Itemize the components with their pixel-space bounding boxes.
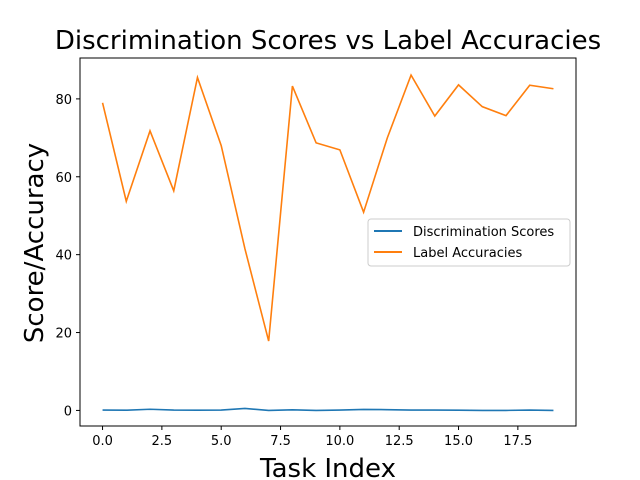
y-tick-label: 60 xyxy=(55,171,72,186)
x-tick-label: 17.5 xyxy=(503,434,532,449)
series-line-label-accuracies xyxy=(101,73,554,342)
y-tick-label: 0 xyxy=(64,404,72,419)
x-tick-label: 0.0 xyxy=(92,434,113,449)
x-tick-label: 2.5 xyxy=(152,434,173,449)
legend-label-label-accuracies: Label Accuracies xyxy=(413,246,522,261)
x-tick-label: 10.0 xyxy=(325,434,354,449)
y-axis-label: Score/Accuracy xyxy=(20,143,50,343)
x-tick-label: 7.5 xyxy=(270,434,291,449)
plot-frame xyxy=(79,57,577,427)
x-axis-label: Task Index xyxy=(259,454,396,480)
plot-area xyxy=(101,73,554,412)
x-tick-label: 5.0 xyxy=(211,434,232,449)
legend-box xyxy=(367,218,571,267)
y-tick-label: 80 xyxy=(55,93,72,108)
legend: Discrimination Scores Label Accuracies xyxy=(367,218,571,267)
axis-ticks: 0.0 2.5 5.0 7.5 10.0 12.5 15.0 17.5 0 20 40 60 80 xyxy=(55,93,532,449)
y-tick-label: 40 xyxy=(55,249,72,264)
chart-title: Discrimination Scores vs Label Accuracie… xyxy=(55,26,601,56)
series-line-discrimination-scores xyxy=(102,407,554,412)
legend-label-discrimination-scores: Discrimination Scores xyxy=(413,225,554,240)
x-tick-label: 12.5 xyxy=(385,434,414,449)
y-tick-label: 20 xyxy=(55,327,72,342)
x-tick-label: 15.0 xyxy=(444,434,473,449)
